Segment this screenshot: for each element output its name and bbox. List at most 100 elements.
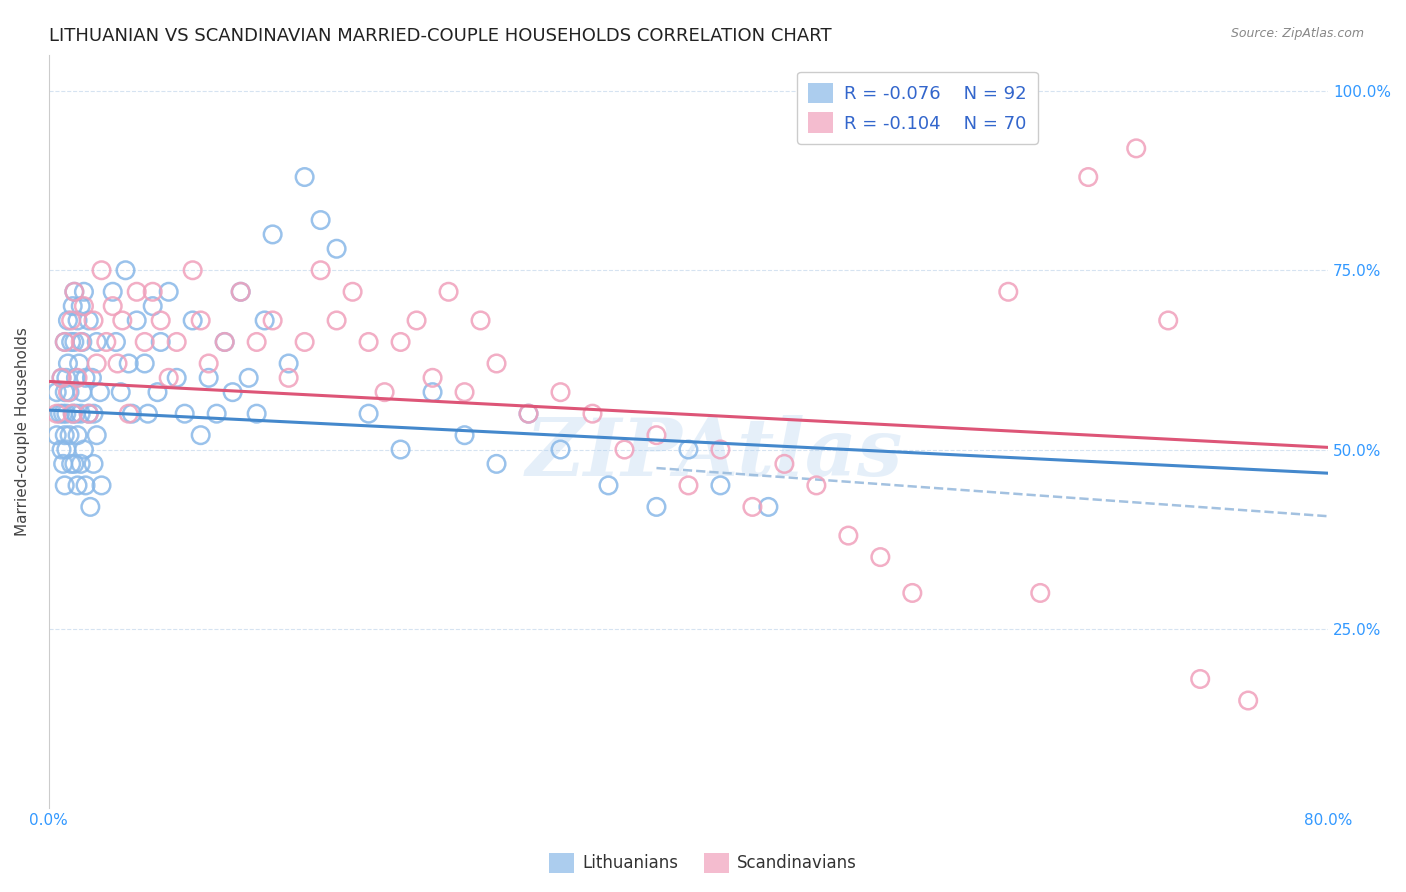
Point	[149, 313, 172, 327]
Point	[69, 407, 91, 421]
Point	[62, 407, 84, 421]
Point	[62, 407, 84, 421]
Point	[146, 385, 169, 400]
Point	[325, 242, 347, 256]
Point	[197, 371, 219, 385]
Point	[214, 334, 236, 349]
Point	[485, 356, 508, 370]
Point	[63, 457, 86, 471]
Point	[190, 428, 212, 442]
Point	[806, 478, 828, 492]
Point	[181, 313, 204, 327]
Point	[56, 313, 79, 327]
Point	[485, 457, 508, 471]
Point	[75, 371, 97, 385]
Point	[173, 407, 195, 421]
Point	[69, 457, 91, 471]
Point	[75, 478, 97, 492]
Point	[598, 478, 620, 492]
Text: ZIPAtlas: ZIPAtlas	[526, 416, 903, 493]
Point	[107, 356, 129, 370]
Point	[709, 442, 731, 457]
Point	[51, 442, 73, 457]
Point	[72, 385, 94, 400]
Point	[55, 442, 77, 457]
Point	[53, 478, 76, 492]
Point	[997, 285, 1019, 299]
Point	[58, 385, 80, 400]
Point	[66, 313, 89, 327]
Point	[294, 169, 316, 184]
Point	[214, 334, 236, 349]
Point	[1189, 672, 1212, 686]
Point	[262, 227, 284, 242]
Point	[114, 263, 136, 277]
Point	[79, 500, 101, 514]
Point	[53, 334, 76, 349]
Point	[77, 407, 100, 421]
Point	[550, 442, 572, 457]
Point	[96, 334, 118, 349]
Point	[60, 457, 83, 471]
Point	[45, 407, 67, 421]
Point	[453, 385, 475, 400]
Point	[389, 334, 412, 349]
Point	[83, 313, 105, 327]
Point	[110, 385, 132, 400]
Point	[142, 285, 165, 299]
Point	[342, 285, 364, 299]
Point	[62, 299, 84, 313]
Point	[69, 299, 91, 313]
Point	[550, 385, 572, 400]
Point	[53, 334, 76, 349]
Point	[229, 285, 252, 299]
Point	[51, 371, 73, 385]
Text: Source: ZipAtlas.com: Source: ZipAtlas.com	[1230, 27, 1364, 40]
Point	[121, 407, 143, 421]
Point	[166, 334, 188, 349]
Point	[581, 407, 603, 421]
Point	[758, 500, 780, 514]
Point	[1125, 141, 1147, 155]
Point	[77, 313, 100, 327]
Point	[277, 371, 299, 385]
Point	[49, 407, 72, 421]
Point	[90, 478, 112, 492]
Point	[63, 285, 86, 299]
Point	[67, 356, 90, 370]
Point	[470, 313, 492, 327]
Point	[125, 285, 148, 299]
Point	[773, 457, 796, 471]
Point	[111, 313, 134, 327]
Point	[149, 334, 172, 349]
Point	[51, 371, 73, 385]
Point	[453, 428, 475, 442]
Point	[389, 442, 412, 457]
Point	[253, 313, 276, 327]
Point	[52, 457, 75, 471]
Point	[205, 407, 228, 421]
Point	[66, 478, 89, 492]
Point	[246, 334, 269, 349]
Point	[517, 407, 540, 421]
Point	[374, 385, 396, 400]
Point	[53, 428, 76, 442]
Point	[1077, 169, 1099, 184]
Point	[262, 313, 284, 327]
Point	[45, 385, 67, 400]
Point	[56, 385, 79, 400]
Point	[166, 371, 188, 385]
Point	[118, 356, 141, 370]
Legend: R = -0.076    N = 92, R = -0.104    N = 70: R = -0.076 N = 92, R = -0.104 N = 70	[797, 71, 1038, 145]
Point	[645, 428, 668, 442]
Point	[45, 428, 67, 442]
Point	[101, 285, 124, 299]
Point	[294, 334, 316, 349]
Point	[66, 371, 89, 385]
Point	[89, 385, 111, 400]
Point	[437, 285, 460, 299]
Point	[142, 299, 165, 313]
Point	[645, 500, 668, 514]
Point	[73, 285, 96, 299]
Point	[1029, 586, 1052, 600]
